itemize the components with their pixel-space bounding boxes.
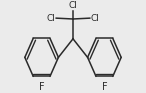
Text: F: F (39, 82, 44, 92)
Text: F: F (102, 82, 107, 92)
Text: Cl: Cl (91, 14, 99, 23)
Text: Cl: Cl (47, 14, 55, 23)
Text: Cl: Cl (69, 1, 77, 10)
